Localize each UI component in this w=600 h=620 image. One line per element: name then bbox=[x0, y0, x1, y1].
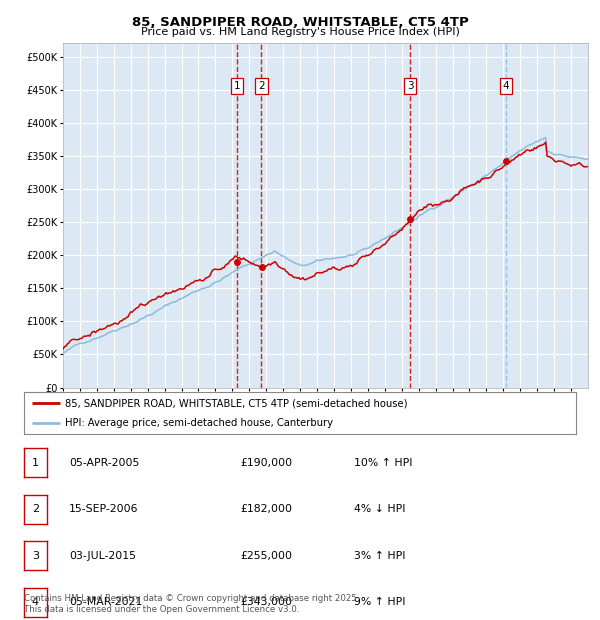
Text: 3: 3 bbox=[407, 81, 413, 91]
Text: 2: 2 bbox=[32, 504, 39, 515]
Text: 85, SANDPIPER ROAD, WHITSTABLE, CT5 4TP (semi-detached house): 85, SANDPIPER ROAD, WHITSTABLE, CT5 4TP … bbox=[65, 398, 408, 408]
Text: Price paid vs. HM Land Registry's House Price Index (HPI): Price paid vs. HM Land Registry's House … bbox=[140, 27, 460, 37]
Text: 4: 4 bbox=[32, 597, 39, 608]
Text: £343,000: £343,000 bbox=[240, 597, 292, 608]
Text: 15-SEP-2006: 15-SEP-2006 bbox=[69, 504, 139, 515]
Text: 05-APR-2005: 05-APR-2005 bbox=[69, 458, 139, 468]
Text: 2: 2 bbox=[258, 81, 265, 91]
Text: £190,000: £190,000 bbox=[240, 458, 292, 468]
Text: 03-JUL-2015: 03-JUL-2015 bbox=[69, 551, 136, 561]
Text: 9% ↑ HPI: 9% ↑ HPI bbox=[354, 597, 406, 608]
Text: 4: 4 bbox=[503, 81, 509, 91]
Text: £255,000: £255,000 bbox=[240, 551, 292, 561]
Text: 1: 1 bbox=[32, 458, 39, 468]
Text: 85, SANDPIPER ROAD, WHITSTABLE, CT5 4TP: 85, SANDPIPER ROAD, WHITSTABLE, CT5 4TP bbox=[131, 16, 469, 29]
Text: 3: 3 bbox=[32, 551, 39, 561]
Text: £182,000: £182,000 bbox=[240, 504, 292, 515]
Text: 05-MAR-2021: 05-MAR-2021 bbox=[69, 597, 142, 608]
Text: 1: 1 bbox=[233, 81, 240, 91]
Text: HPI: Average price, semi-detached house, Canterbury: HPI: Average price, semi-detached house,… bbox=[65, 418, 334, 428]
Text: 4% ↓ HPI: 4% ↓ HPI bbox=[354, 504, 406, 515]
Text: Contains HM Land Registry data © Crown copyright and database right 2025.
This d: Contains HM Land Registry data © Crown c… bbox=[24, 595, 359, 614]
Text: 10% ↑ HPI: 10% ↑ HPI bbox=[354, 458, 413, 468]
Text: 3% ↑ HPI: 3% ↑ HPI bbox=[354, 551, 406, 561]
